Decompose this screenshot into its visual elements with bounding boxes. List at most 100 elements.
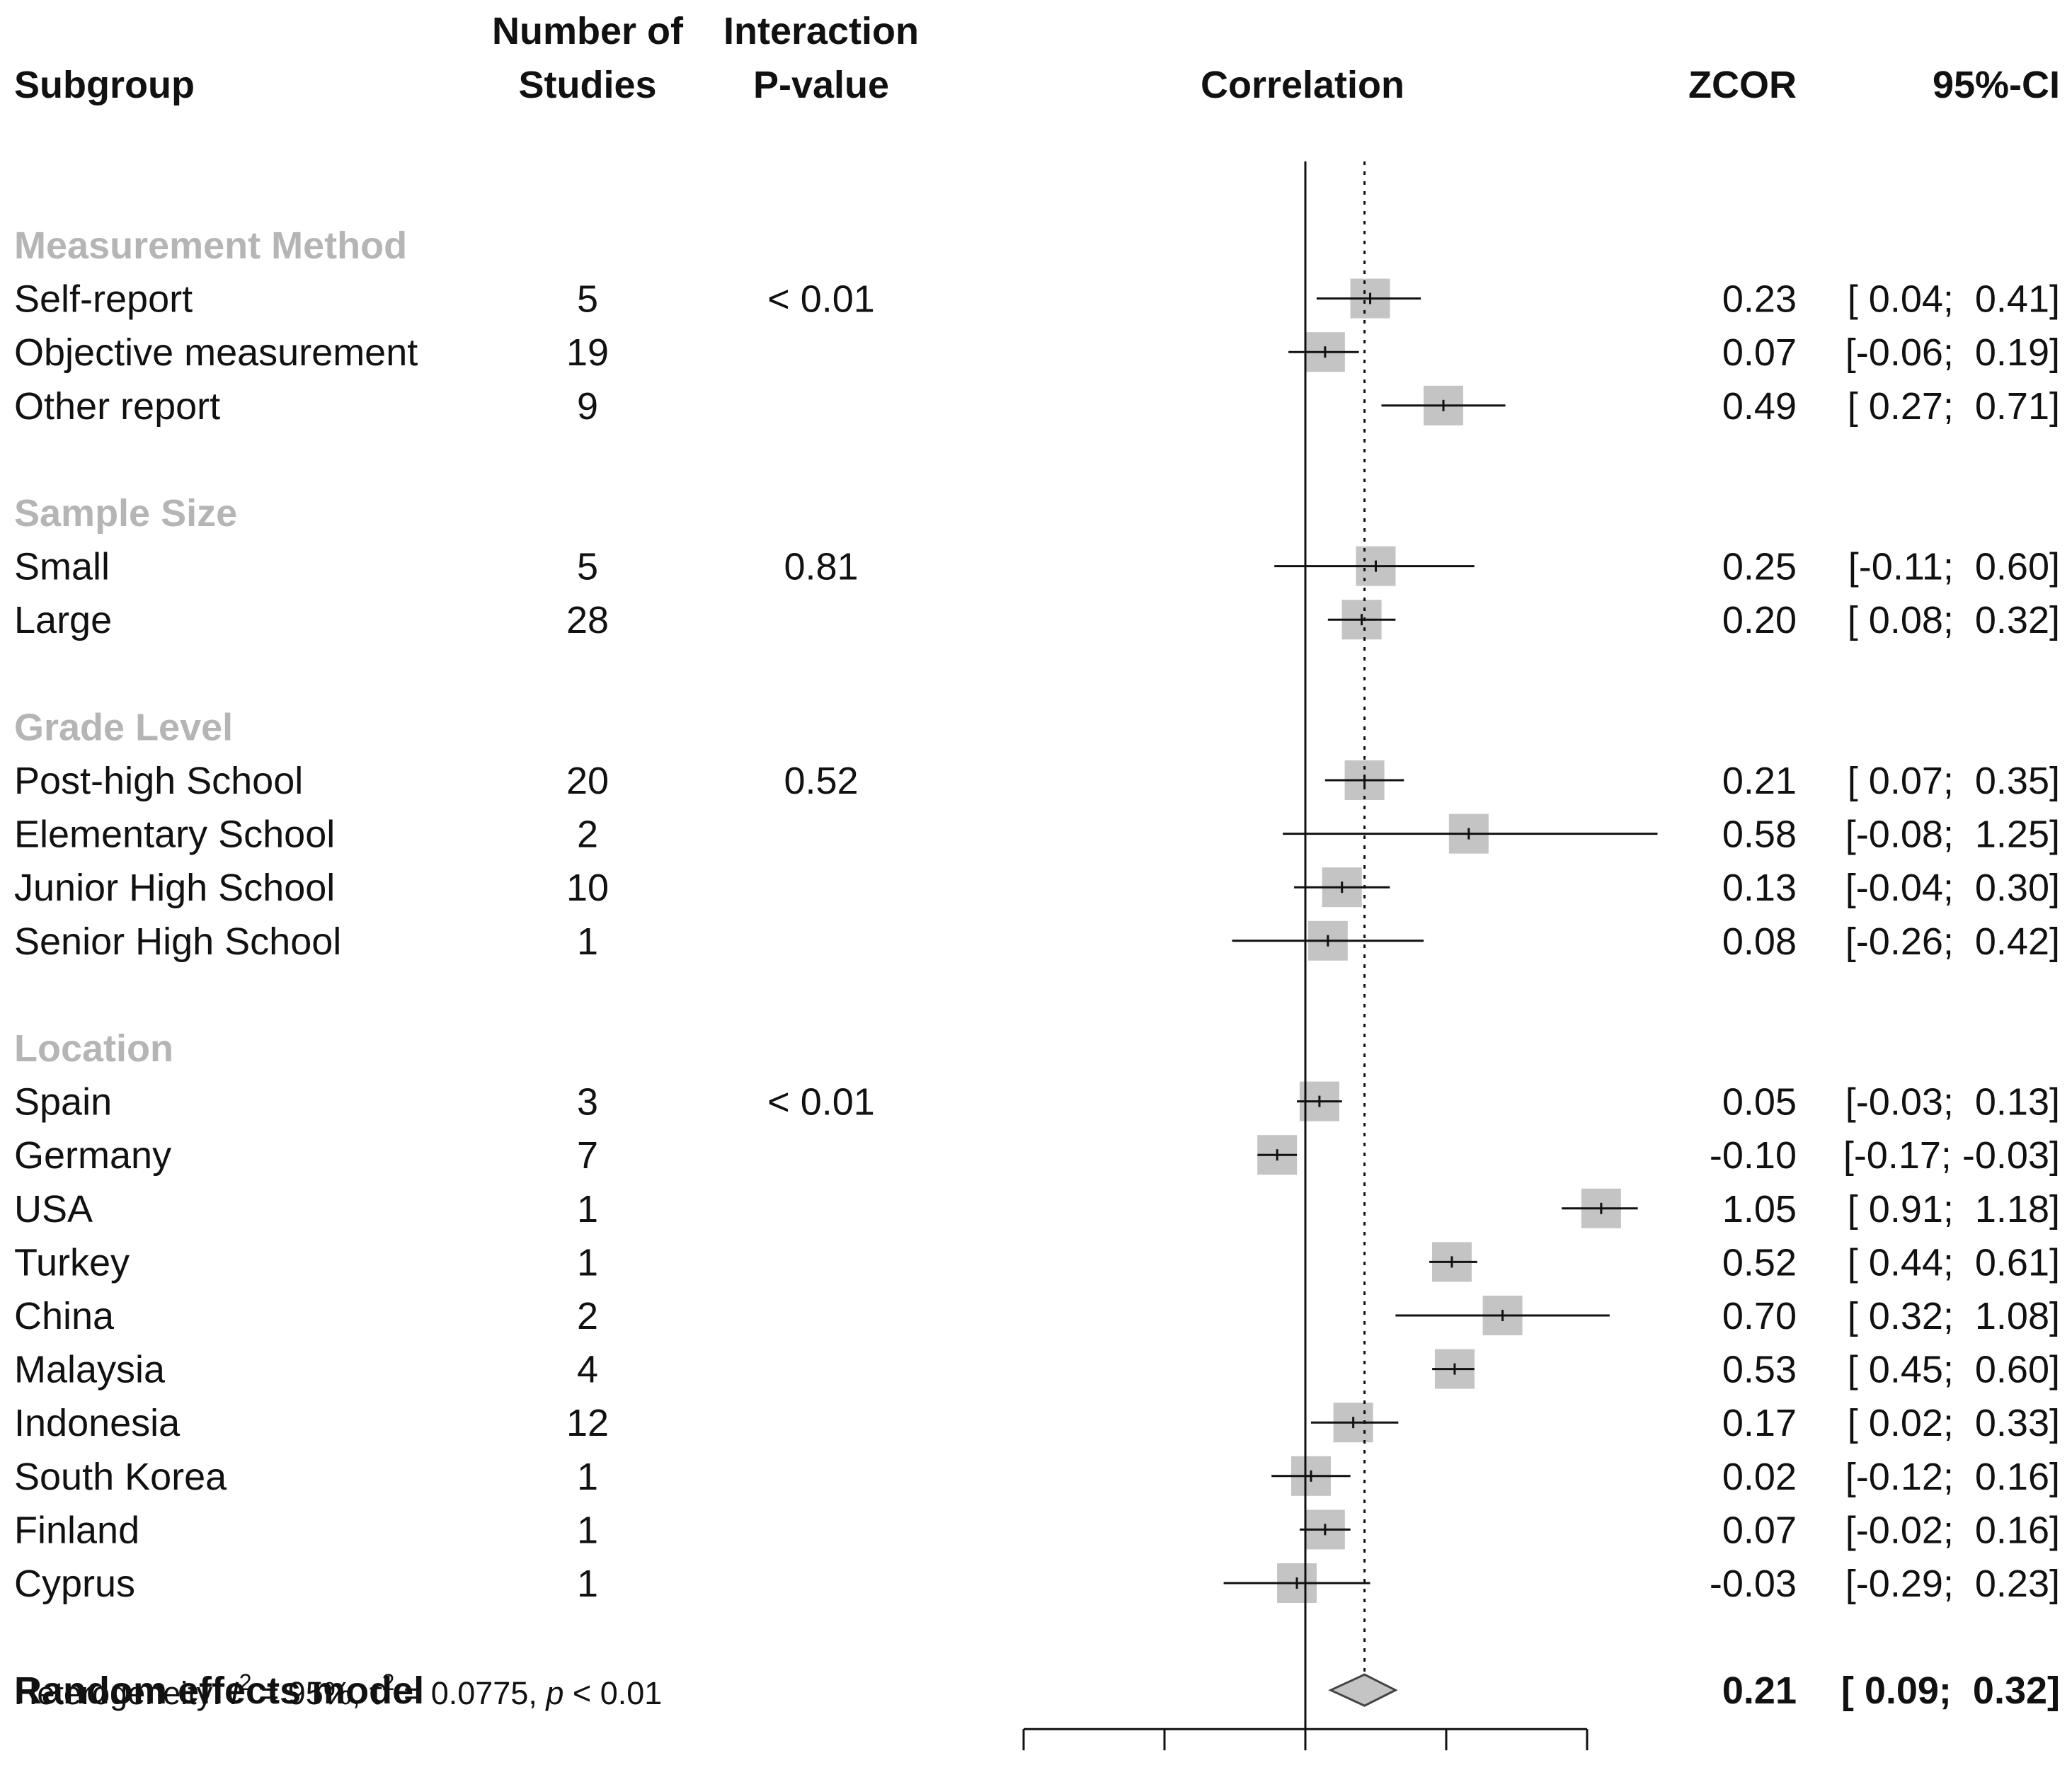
row-label-turkey: Turkey (14, 1241, 130, 1284)
row-ci-cyprus: [-0.29; 0.23] (1845, 1563, 2060, 1605)
row-studies-post-high-school: 20 (566, 760, 609, 802)
row-ci-small: [-0.11; 0.60] (1848, 546, 2060, 588)
row-label-elementary-school: Elementary School (14, 813, 335, 856)
het-prefix: Heterogeneity: (14, 1675, 230, 1711)
row-ci-other-report: [ 0.27; 0.71] (1848, 385, 2060, 428)
row-estimate-malaysia: 0.53 (1722, 1349, 1797, 1391)
row-label-other-report: Other report (14, 385, 220, 428)
forest-rows: Measurement Method Self-report 5 < 0.01 0.23… (14, 224, 2060, 1712)
row-ci-large: [ 0.08; 0.32] (1848, 599, 2060, 641)
row-pvalue-self-report: < 0.01 (767, 278, 875, 321)
row-studies-senior-high-school: 1 (577, 920, 598, 963)
row-ci-senior-high-school: [-0.26; 0.42] (1845, 920, 2060, 963)
row-pvalue-post-high-school: 0.52 (784, 760, 858, 802)
row-label-indonesia: Indonesia (14, 1402, 181, 1444)
row-estimate-elementary-school: 0.58 (1722, 813, 1797, 856)
row-label-spain: Spain (14, 1081, 112, 1124)
row-ci-self-report: [ 0.04; 0.41] (1848, 278, 2060, 321)
het-p-value: < 0.01 (563, 1675, 662, 1711)
row-studies-indonesia: 12 (566, 1402, 609, 1444)
row-label-usa: USA (14, 1188, 93, 1231)
row-ci-malaysia: [ 0.45; 0.60] (1848, 1349, 2060, 1391)
row-label-small: Small (14, 546, 110, 588)
group-label-location: Location (14, 1027, 173, 1070)
pooled-estimate: 0.21 (1722, 1669, 1797, 1712)
row-studies-junior-high-school: 10 (566, 867, 609, 909)
header-ci: 95%-CI (1933, 64, 2060, 106)
pooled-ci: [ 0.09; 0.32] (1841, 1669, 2060, 1712)
row-label-cyprus: Cyprus (14, 1563, 135, 1605)
row-pvalue-small: 0.81 (784, 546, 858, 588)
row-estimate-finland: 0.07 (1722, 1509, 1797, 1551)
row-studies-cyprus: 1 (577, 1563, 598, 1605)
row-label-post-high-school: Post-high School (14, 760, 303, 802)
header-subgroup: Subgroup (14, 64, 195, 106)
row-studies-south-korea: 1 (577, 1456, 598, 1498)
group-label-measurement-method: Measurement Method (14, 224, 407, 267)
het-superscript: 2 (382, 1669, 395, 1695)
row-ci-finland: [-0.02; 0.16] (1845, 1509, 2060, 1551)
row-estimate-cyprus: -0.03 (1710, 1563, 1797, 1605)
row-label-junior-high-school: Junior High School (14, 867, 335, 909)
group-label-sample-size: Sample Size (14, 492, 237, 535)
row-ci-junior-high-school: [-0.04; 0.30] (1845, 867, 2060, 909)
row-estimate-small: 0.25 (1722, 546, 1797, 588)
row-label-self-report: Self-report (14, 278, 193, 321)
header-studies-line1: Number of (492, 10, 684, 52)
row-label-germany: Germany (14, 1134, 171, 1177)
row-ci-turkey: [ 0.44; 0.61] (1848, 1241, 2060, 1284)
row-estimate-large: 0.20 (1722, 599, 1797, 641)
row-studies-finland: 1 (577, 1509, 598, 1551)
row-ci-objective-measurement: [-0.06; 0.19] (1845, 331, 2060, 374)
row-ci-elementary-school: [-0.08; 1.25] (1845, 813, 2060, 856)
row-estimate-self-report: 0.23 (1722, 278, 1797, 321)
row-ci-usa: [ 0.91; 1.18] (1848, 1188, 2060, 1231)
row-estimate-indonesia: 0.17 (1722, 1402, 1797, 1444)
header-pvalue-line2: P-value (753, 64, 889, 106)
column-headers: Subgroup Number of Studies Interaction P… (14, 10, 2060, 106)
row-estimate-objective-measurement: 0.07 (1722, 331, 1797, 374)
row-label-china: China (14, 1295, 115, 1337)
het-tau2-symbol: τ (370, 1675, 382, 1711)
plot-area: -1-0.500.51 (1022, 161, 1658, 1751)
pooled-diamond (1328, 1673, 1398, 1707)
row-pvalue-spain: < 0.01 (767, 1081, 875, 1124)
row-ci-post-high-school: [ 0.07; 0.35] (1848, 760, 2060, 802)
row-estimate-spain: 0.05 (1722, 1081, 1797, 1124)
row-label-large: Large (14, 599, 112, 641)
row-studies-objective-measurement: 19 (566, 331, 609, 374)
row-studies-turkey: 1 (577, 1241, 598, 1284)
het-superscript: 2 (239, 1669, 252, 1695)
heterogeneity-text: Heterogeneity: I2 = 95%, τ2 = 0.0775, p … (14, 1669, 662, 1711)
row-estimate-post-high-school: 0.21 (1722, 760, 1797, 802)
row-label-malaysia: Malaysia (14, 1349, 166, 1391)
row-estimate-turkey: 0.52 (1722, 1241, 1797, 1284)
header-zcor: ZCOR (1688, 64, 1797, 106)
row-studies-small: 5 (577, 546, 598, 588)
row-label-finland: Finland (14, 1509, 139, 1551)
row-ci-germany: [-0.17; -0.03] (1843, 1134, 2060, 1177)
row-studies-self-report: 5 (577, 278, 598, 321)
row-ci-south-korea: [-0.12; 0.16] (1845, 1456, 2060, 1498)
row-ci-china: [ 0.32; 1.08] (1848, 1295, 2060, 1337)
row-studies-germany: 7 (577, 1134, 598, 1177)
row-studies-large: 28 (566, 599, 609, 641)
row-label-south-korea: South Korea (14, 1456, 227, 1498)
header-studies-line2: Studies (518, 64, 656, 106)
row-studies-spain: 3 (577, 1081, 598, 1124)
row-estimate-china: 0.70 (1722, 1295, 1797, 1337)
row-studies-elementary-school: 2 (577, 813, 598, 856)
row-estimate-other-report: 0.49 (1722, 385, 1797, 428)
het-i2-symbol: I (230, 1675, 239, 1711)
het-i2-value: = 95%, (252, 1675, 370, 1711)
row-label-senior-high-school: Senior High School (14, 920, 341, 963)
row-estimate-usa: 1.05 (1722, 1188, 1797, 1231)
group-label-grade-level: Grade Level (14, 706, 233, 748)
header-correlation: Correlation (1201, 64, 1404, 106)
row-estimate-junior-high-school: 0.13 (1722, 867, 1797, 909)
row-studies-china: 2 (577, 1295, 598, 1337)
row-estimate-senior-high-school: 0.08 (1722, 920, 1797, 963)
row-ci-spain: [-0.03; 0.13] (1845, 1081, 2060, 1124)
row-ci-indonesia: [ 0.02; 0.33] (1848, 1402, 2060, 1444)
